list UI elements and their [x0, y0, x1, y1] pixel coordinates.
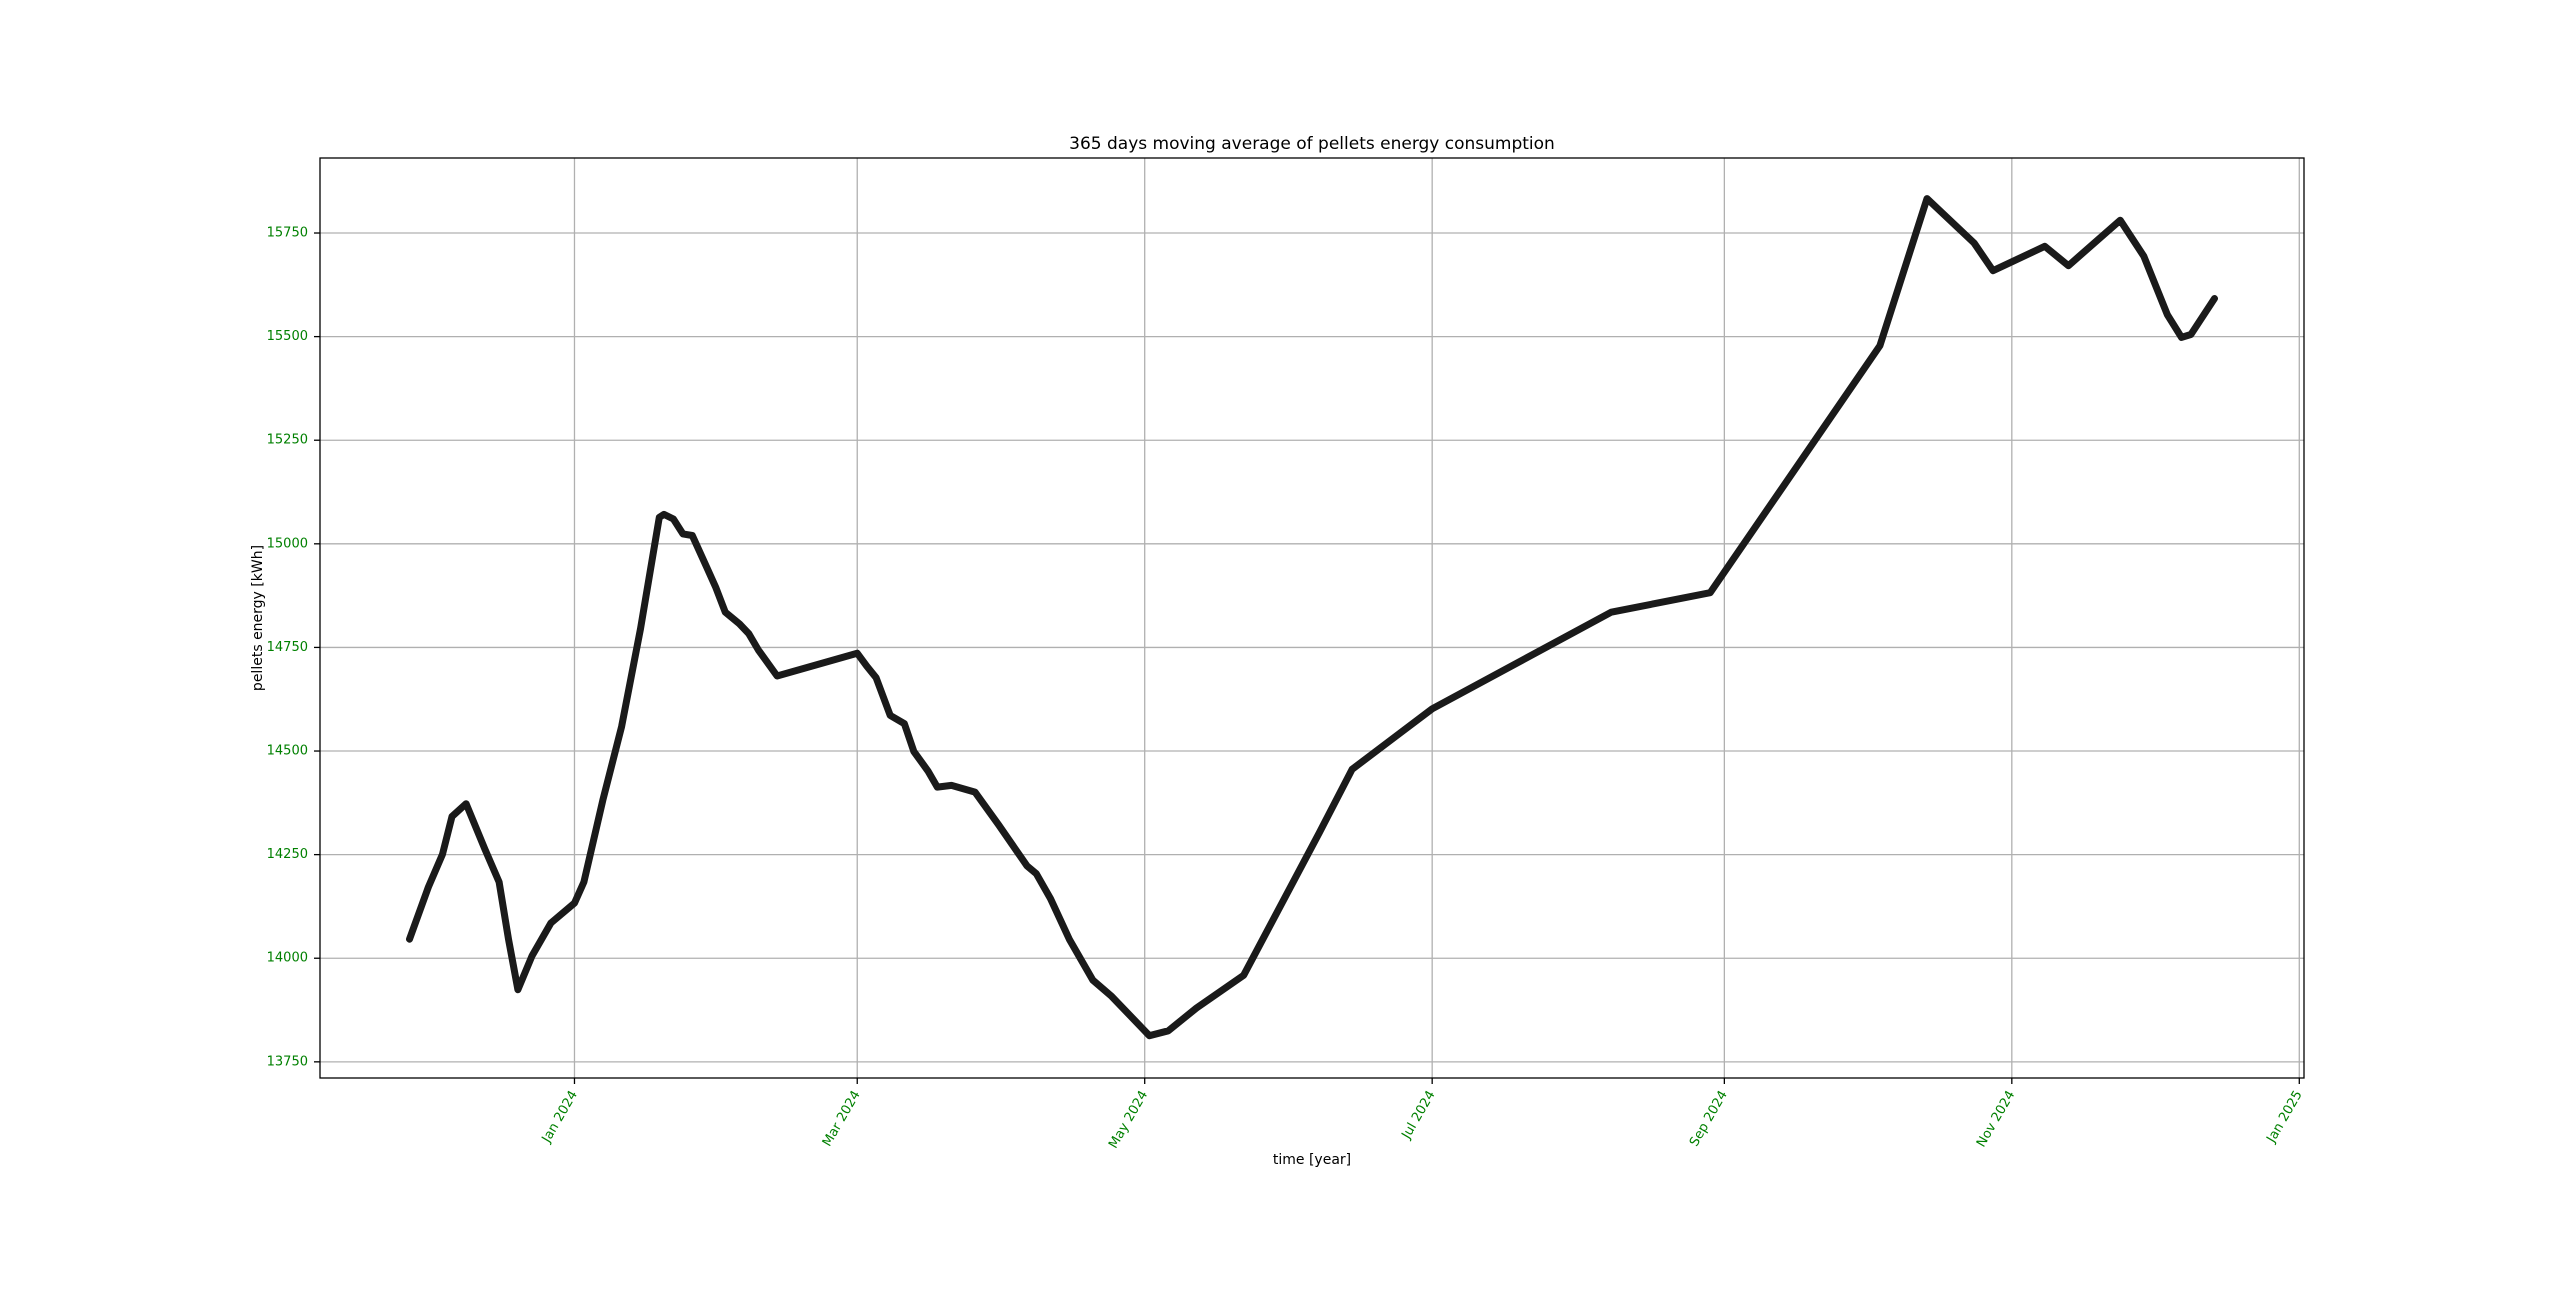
x-tick-label: Jan 2025 [2264, 1088, 2306, 1146]
y-tick-label: 14500 [267, 744, 308, 759]
y-tick-label: 15250 [267, 433, 308, 448]
y-axis-label: pellets energy [kWh] [250, 545, 266, 691]
x-tick-label: May 2024 [1106, 1088, 1151, 1151]
x-axis-label: time [year] [1273, 1152, 1351, 1168]
x-tick-label: Jan 2024 [539, 1088, 581, 1146]
plot-frame [319, 157, 2305, 1079]
x-tick-label: Nov 2024 [1974, 1088, 2018, 1150]
line [406, 195, 2218, 1040]
y-tick-label: 14250 [267, 847, 308, 862]
x-tick-label: Jul 2024 [1399, 1088, 1439, 1142]
y-tick-label: 15000 [267, 536, 308, 551]
y-tick-label: 15750 [267, 226, 308, 241]
y-tick-label: 13750 [267, 1054, 308, 1069]
y-tick-label: 15500 [267, 329, 308, 344]
y-tick-label: 14750 [267, 640, 308, 655]
x-tick-label: Sep 2024 [1687, 1088, 1731, 1149]
chart-title: 365 days moving average of pellets energ… [1069, 134, 1555, 154]
x-tick-label: Mar 2024 [820, 1088, 864, 1149]
y-tick-label: 14000 [267, 951, 308, 966]
